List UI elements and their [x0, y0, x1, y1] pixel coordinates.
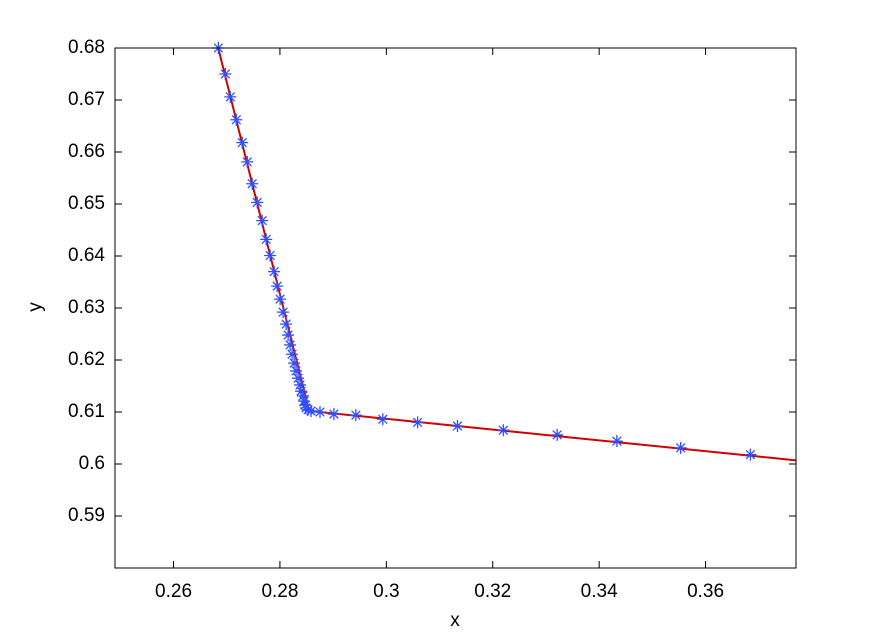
data-point [241, 155, 254, 168]
data-point [290, 364, 303, 377]
plot-frame [114, 47, 797, 569]
y-tick-label: 0.62 [68, 349, 105, 370]
data-point [288, 357, 301, 370]
data-point [327, 408, 340, 421]
data-point [349, 409, 362, 422]
data-point [411, 416, 424, 429]
data-point [224, 90, 237, 103]
data-point [297, 389, 310, 402]
data-point [674, 441, 687, 454]
data-point [256, 214, 269, 227]
data-point [284, 338, 297, 351]
data-point [282, 329, 295, 342]
data-point [230, 113, 243, 126]
data-point [299, 399, 312, 412]
data-point [744, 448, 757, 461]
x-tick-label: 0.3 [373, 581, 399, 602]
data-point [551, 428, 564, 441]
data-point [313, 406, 326, 418]
data-point [280, 318, 293, 331]
data-point [286, 348, 299, 361]
data-point [246, 177, 259, 190]
data-point [292, 372, 305, 385]
y-tick-label: 0.66 [68, 141, 105, 162]
y-tick-label: 0.68 [68, 37, 105, 58]
y-tick-label: 0.63 [68, 297, 105, 318]
data-point [295, 385, 308, 398]
data-point [277, 306, 290, 319]
data-point [260, 233, 273, 246]
data-point [264, 249, 277, 262]
data-point [294, 378, 307, 391]
data-point [302, 403, 315, 416]
data-point [251, 196, 264, 209]
data-point [274, 293, 287, 306]
x-tick-label: 0.32 [474, 581, 511, 602]
data-point [610, 435, 623, 448]
data-point [236, 136, 249, 149]
y-tick-label: 0.6 [79, 453, 105, 474]
data-point [305, 404, 317, 417]
data-point [271, 280, 284, 293]
data-point [451, 420, 464, 433]
x-axis-label: x [450, 610, 460, 631]
data-point [497, 424, 510, 437]
y-tick-label: 0.64 [68, 245, 105, 266]
y-axis-label: y [25, 302, 46, 312]
data-point [268, 265, 281, 278]
y-tick-label: 0.59 [68, 505, 105, 526]
x-tick-label: 0.36 [687, 581, 724, 602]
y-tick-label: 0.61 [68, 401, 105, 422]
data-point [219, 68, 232, 80]
y-tick-label: 0.65 [68, 193, 105, 214]
x-tick-label: 0.34 [581, 581, 618, 602]
x-tick-label: 0.28 [261, 581, 298, 602]
data-point [298, 395, 311, 408]
data-point [376, 413, 389, 426]
y-tick-label: 0.67 [68, 89, 105, 110]
x-tick-label: 0.26 [155, 581, 192, 602]
